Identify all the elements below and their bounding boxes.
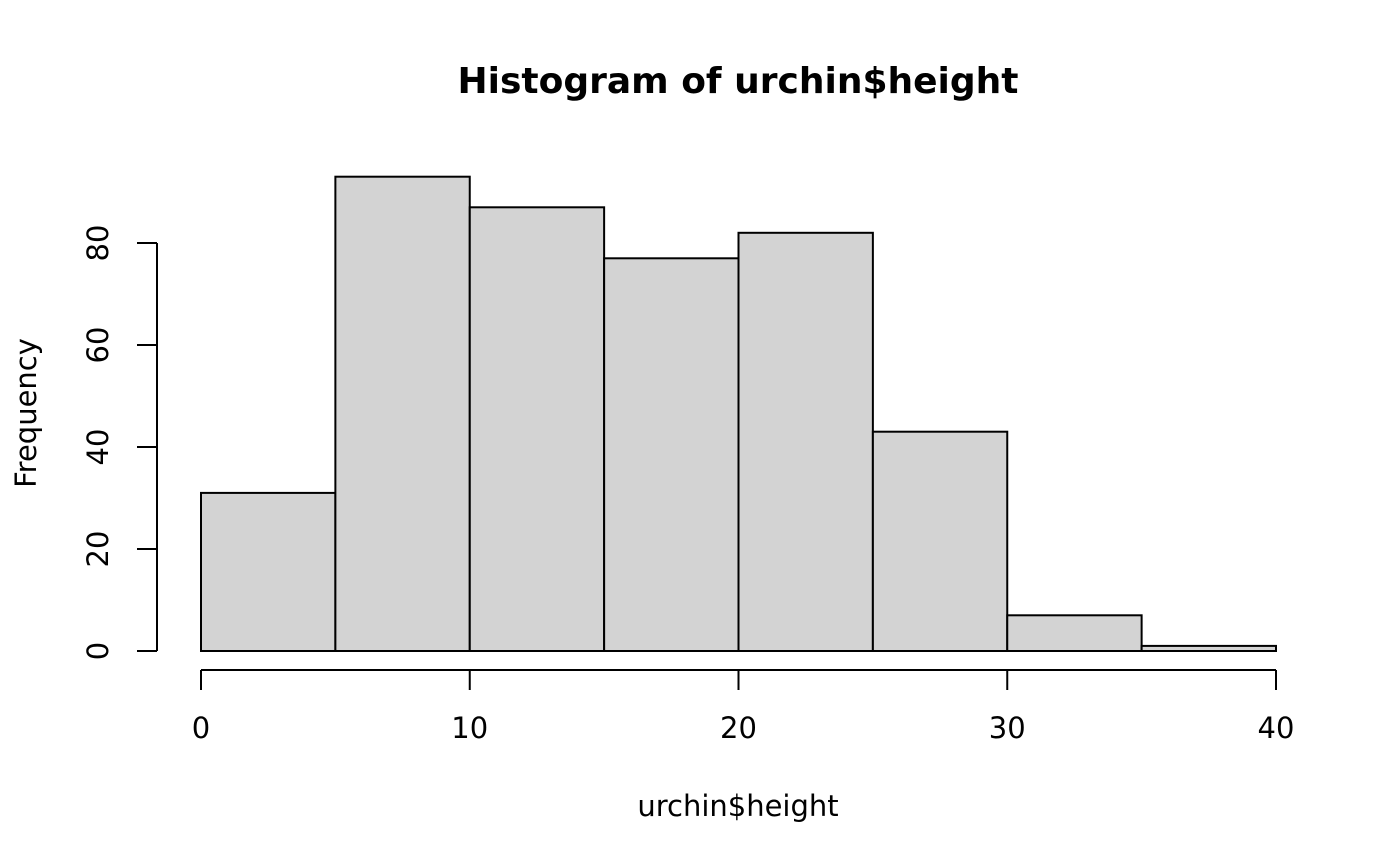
chart-title: Histogram of urchin$height: [458, 61, 1019, 102]
x-tick-label: 40: [1258, 711, 1295, 745]
y-axis-label: Frequency: [9, 338, 43, 488]
x-tick-label: 30: [989, 711, 1026, 745]
histogram-bar-25-30: [871, 430, 1009, 653]
y-tick-label: 40: [81, 429, 115, 466]
y-tick-label: 0: [81, 642, 115, 660]
histogram-bar-10-15: [468, 206, 606, 653]
x-tick-label: 0: [192, 711, 210, 745]
y-tick-label: 60: [81, 327, 115, 364]
histogram-bar-20-25: [737, 231, 874, 653]
x-tick-label: 10: [451, 711, 488, 745]
bars-group: [200, 175, 1277, 653]
y-axis: 0 20 40 60 80: [81, 225, 158, 660]
x-axis-label: urchin$height: [637, 789, 838, 823]
histogram-bar-0-5: [200, 491, 337, 652]
histogram-bar-15-20: [603, 257, 740, 652]
histogram-bar-5-10: [334, 175, 471, 652]
x-tick-label: 20: [720, 711, 757, 745]
y-tick-label: 80: [81, 225, 115, 262]
histogram-bar-30-35: [1006, 614, 1143, 652]
y-tick-label: 20: [81, 531, 115, 568]
x-axis: 0 10 20 30 40: [192, 669, 1295, 745]
histogram-bar-35-40: [1140, 644, 1277, 653]
